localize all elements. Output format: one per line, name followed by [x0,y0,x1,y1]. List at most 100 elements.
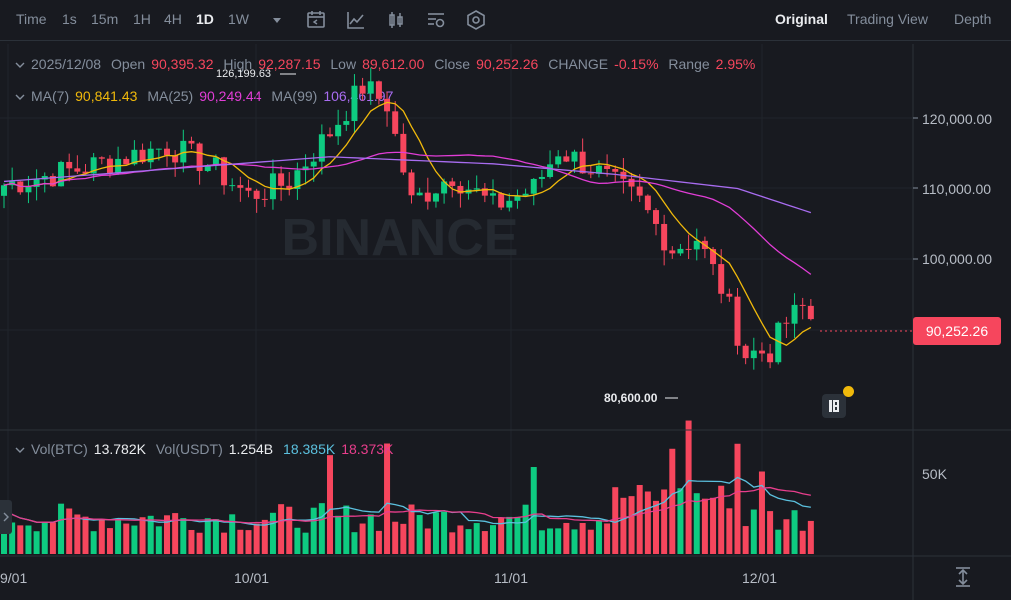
candle-body [612,168,619,172]
interval-1h[interactable]: 1H [133,11,151,27]
candle-body [408,172,415,196]
volume-bar [74,514,81,554]
candle-body [147,148,154,163]
date-axis-label: 12/01 [742,570,778,586]
volume-bar [302,532,309,554]
candle-body [604,165,611,169]
volume-bar [701,498,708,554]
ohlc-legend: 2025/12/08 Open 90,395.32 High 92,287.15 L… [15,56,761,72]
volume-bar [644,491,651,554]
collapse-chevron-icon[interactable] [15,60,25,70]
tab-depth[interactable]: Depth [954,11,992,27]
ma25-label: MA(25) [147,88,194,104]
candle-body [587,173,594,175]
date-axis-label: 10/01 [234,570,270,586]
interval-4h[interactable]: 4H [164,11,182,27]
volume-legend: Vol(BTC) 13.782K Vol(USDT) 1.254B 18.385K 1… [15,441,399,457]
candle-body [66,161,73,169]
candle-body [188,140,195,144]
interval-1s[interactable]: 1s [62,11,77,27]
candle-body [221,157,228,186]
collapse-chevron-icon[interactable] [15,92,25,102]
volume-bar [327,455,333,554]
volume-bar [115,518,122,554]
volume-bar [33,531,40,554]
volume-bar [204,518,211,554]
candle-body [799,304,806,306]
candle-body [343,121,350,125]
hexagon-settings-icon[interactable] [465,9,487,31]
interval-1d[interactable]: 1D [196,11,214,27]
interval-time[interactable]: Time [16,11,47,27]
volume-bar [734,443,741,554]
volume-bar [677,488,684,554]
price-axis-label: 120,000.00 [922,111,993,127]
price-axis-label: 100,000.00 [922,251,993,267]
vol-ma1-value: 18.385K [283,441,336,457]
volume-bar [416,515,423,554]
candle-body [465,189,472,194]
interval-1w[interactable]: 1W [228,11,249,27]
scale-toggle-icon[interactable] [953,566,973,588]
current-price-tag: 90,252.26 [913,317,1001,345]
candle-body [514,195,521,201]
ma99-line [3,156,812,214]
volume-bar [490,525,496,554]
volume-bar [98,518,105,554]
volume-ma2-line [3,486,811,524]
ma-legend: MA(7) 90,841.43 MA(25) 90,249.44 MA(99) 106… [15,88,399,104]
chart-indicator-icon[interactable] [345,9,367,31]
tab-trading-view[interactable]: Trading View [847,11,928,27]
candle-body [555,156,562,165]
candle-body [449,181,456,186]
candle-type-icon[interactable] [385,9,407,31]
candle-body [123,158,130,165]
interval-15m[interactable]: 15m [91,11,119,27]
volume-bar [636,485,643,554]
candle-body [595,165,602,174]
expand-handle[interactable] [0,500,12,534]
tab-original[interactable]: Original [775,11,828,27]
volume-bar [278,504,285,554]
candle-body [644,195,651,211]
volume-bar [799,530,806,554]
volume-axis-label: 50K [922,466,947,482]
volume-bar [473,523,480,554]
candle-body [82,171,89,174]
dropdown-caret-icon[interactable] [266,9,288,31]
candle-body [620,171,627,179]
volume-bar [571,529,578,554]
calendar-icon[interactable] [305,9,327,31]
candle-body [41,175,48,180]
settings-list-icon[interactable] [425,9,447,31]
volume-bar [392,521,399,554]
volume-bar [628,496,635,554]
candle-body [74,168,81,172]
date-axis-label: 11/01 [494,570,528,586]
chart-toolbar: Time 1s 15m 1H 4H 1D 1W Original Trading… [0,0,1011,41]
volume-bar [269,512,276,554]
candle-body [750,350,757,359]
candle-body [791,304,798,324]
change-label: CHANGE [548,56,609,72]
vol-btc-value: 13.782K [93,441,146,457]
candle-body [473,188,480,190]
volume-bar [750,509,757,554]
ma99-value: 106,461.97 [323,88,394,104]
volume-bar [579,522,586,554]
candle-body [131,149,138,165]
collapse-chevron-icon[interactable] [15,445,25,455]
high-value: 92,287.15 [258,56,321,72]
candle-body [775,322,782,363]
volume-bar [253,523,260,554]
volume-bar [620,497,627,554]
binance-badge-icon[interactable] [822,394,846,418]
candle-body [245,187,252,191]
volume-bar [17,525,24,554]
volume-bar [685,420,692,554]
candle-body [302,166,309,171]
candle-body [253,190,260,199]
candle-body [58,161,65,187]
candle-body [441,181,448,194]
volume-bar [767,511,774,554]
